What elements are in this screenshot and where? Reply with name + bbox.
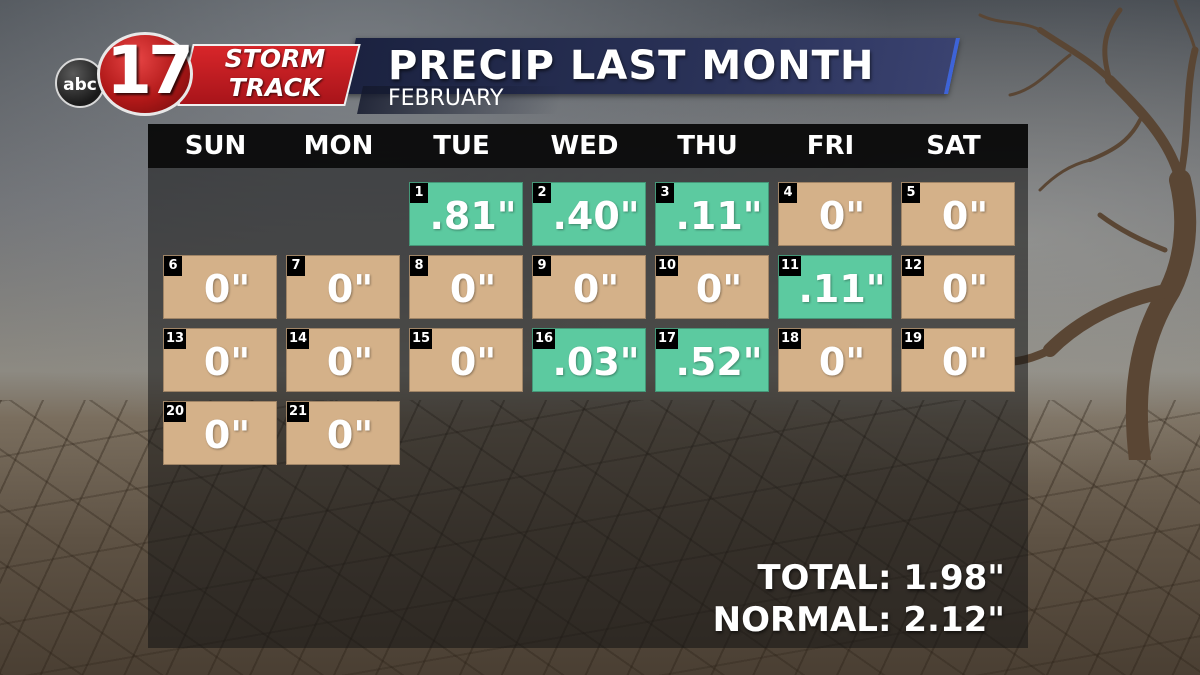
channel-number: 17 [106, 32, 194, 109]
weekday-sun: SUN [184, 131, 247, 161]
day-cell: 19 0" [901, 328, 1015, 392]
day-cell: 17.52" [655, 328, 769, 392]
precip-value: 0" [695, 267, 743, 311]
day-number: 3 [656, 183, 674, 203]
precip-value: 0" [326, 413, 374, 457]
precip-value: .40" [552, 194, 640, 238]
day-number: 17 [656, 329, 679, 349]
weekday-mon: MON [303, 131, 374, 161]
day-number: 5 [902, 183, 920, 203]
page-title: PRECIP LAST MONTH [388, 43, 875, 89]
brand-line-2: TRACK [228, 73, 322, 102]
day-cell: 15 0" [409, 328, 523, 392]
day-cell: 13 0" [163, 328, 277, 392]
weekday-wed: WED [550, 131, 619, 161]
day-cell: 3.11" [655, 182, 769, 246]
day-cell: 4 0" [778, 182, 892, 246]
precip-value: 0" [449, 267, 497, 311]
day-number: 19 [902, 329, 925, 349]
day-number: 16 [533, 329, 556, 349]
precip-value: 0" [818, 340, 866, 384]
day-number: 18 [779, 329, 802, 349]
precip-value: .81" [429, 194, 517, 238]
day-number: 10 [656, 256, 679, 276]
station-logo: abc 17 STORM TRACK [55, 30, 365, 120]
day-number: 14 [287, 329, 310, 349]
day-number: 11 [779, 256, 802, 276]
day-number: 12 [902, 256, 925, 276]
precip-value: 0" [203, 340, 251, 384]
day-cell: 9 0" [532, 255, 646, 319]
precip-value: .11" [675, 194, 763, 238]
normal-precip: NORMAL: 2.12" [712, 600, 1005, 640]
precip-value: 0" [326, 267, 374, 311]
day-number: 2 [533, 183, 551, 203]
day-cell: 16.03" [532, 328, 646, 392]
day-cell: 21 0" [286, 401, 400, 465]
day-cell: 12 0" [901, 255, 1015, 319]
day-number: 9 [533, 256, 551, 276]
weekday-tue: TUE [433, 131, 490, 161]
weekday-header-row [148, 124, 1028, 168]
day-number: 15 [410, 329, 433, 349]
brand-text: STORM TRACK [195, 44, 355, 102]
page-subtitle: FEBRUARY [388, 86, 504, 111]
precip-value: .11" [798, 267, 886, 311]
day-number: 1 [410, 183, 428, 203]
precip-value: 0" [449, 340, 497, 384]
day-cell: 11.11" [778, 255, 892, 319]
precip-value: 0" [941, 340, 989, 384]
day-cell: 8 0" [409, 255, 523, 319]
network-logo: abc [55, 58, 105, 108]
day-number: 21 [287, 402, 310, 422]
day-number: 6 [164, 256, 182, 276]
day-number: 20 [164, 402, 187, 422]
precip-value: 0" [941, 267, 989, 311]
day-cell: 14 0" [286, 328, 400, 392]
day-cell: 20 0" [163, 401, 277, 465]
precip-value: 0" [203, 267, 251, 311]
day-cell: 18 0" [778, 328, 892, 392]
total-precip: TOTAL: 1.98" [757, 558, 1005, 598]
precip-value: 0" [326, 340, 374, 384]
day-number: 4 [779, 183, 797, 203]
weekday-thu: THU [677, 131, 738, 161]
day-cell: 10 0" [655, 255, 769, 319]
precip-value: 0" [818, 194, 866, 238]
day-number: 7 [287, 256, 305, 276]
day-cell: 2.40" [532, 182, 646, 246]
precip-value: 0" [941, 194, 989, 238]
brand-line-1: STORM [224, 44, 326, 73]
channel-badge [97, 32, 193, 116]
day-number: 8 [410, 256, 428, 276]
precip-value: 0" [203, 413, 251, 457]
precip-value: .03" [552, 340, 640, 384]
day-cell: 7 0" [286, 255, 400, 319]
weekday-fri: FRI [806, 131, 855, 161]
weekday-sat: SAT [926, 131, 981, 161]
precip-value: .52" [675, 340, 763, 384]
dead-tree-icon [978, 0, 1199, 460]
day-number: 13 [164, 329, 187, 349]
day-cell: 1.81" [409, 182, 523, 246]
day-cell: 6 0" [163, 255, 277, 319]
day-cell: 5 0" [901, 182, 1015, 246]
precip-value: 0" [572, 267, 620, 311]
